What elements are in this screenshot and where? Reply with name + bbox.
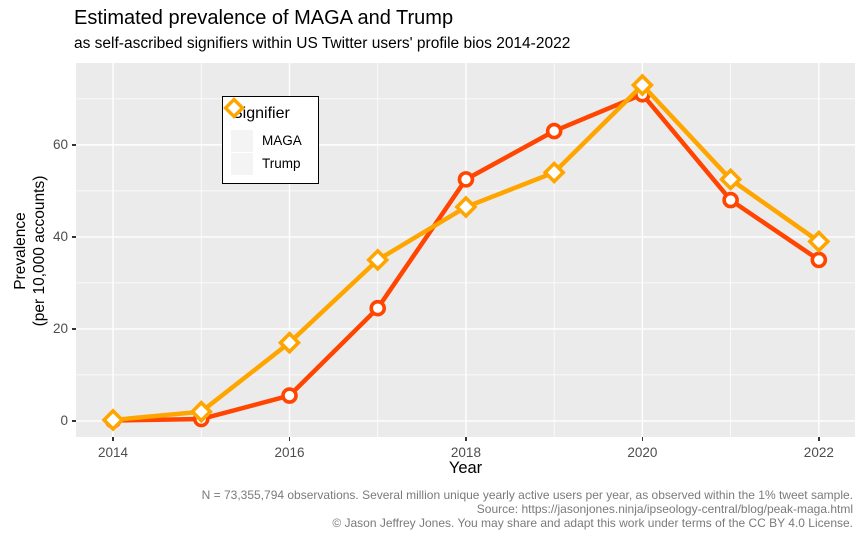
caption-line-observations: N = 73,355,794 observations. Several mil… — [201, 488, 853, 502]
x-tick-label: 2016 — [274, 445, 305, 460]
x-tick-mark — [818, 437, 820, 441]
x-tick-label: 2014 — [98, 445, 129, 460]
legend-title: Signifier — [232, 105, 290, 122]
maga-marker — [810, 251, 828, 269]
y-tick-label: 0 — [60, 412, 68, 428]
plot-area — [76, 63, 855, 437]
x-tick-mark — [112, 437, 114, 441]
maga-marker — [722, 191, 739, 209]
y-tick-label: 40 — [52, 228, 68, 244]
legend-label-trump: Trump — [262, 156, 301, 171]
caption-line-license: © Jason Jeffrey Jones. You may share and… — [332, 515, 853, 530]
trump-marker — [454, 195, 478, 219]
y-tick-mark — [72, 236, 76, 238]
x-tick-label: 2018 — [450, 445, 481, 460]
y-axis-title-line2: (per 10,000 accounts) — [31, 175, 48, 327]
trump-diamond-icon — [223, 97, 253, 175]
maga-marker — [545, 122, 563, 140]
caption: N = 73,355,794 observations. Several mil… — [201, 488, 853, 530]
legend: Signifier MAGA Trump — [222, 96, 319, 184]
legend-label-maga: MAGA — [262, 133, 302, 148]
caption-line-source: Source: https://jasonjones.ninja/ipseolo… — [476, 501, 853, 516]
trump-marker — [807, 229, 831, 254]
x-axis-title: Year — [448, 459, 483, 477]
y-tick-label: 60 — [52, 136, 68, 152]
trump-key-shape — [223, 97, 245, 119]
x-tick-mark — [641, 437, 644, 441]
maga-marker — [457, 171, 475, 188]
x-tick-label: 2020 — [627, 445, 658, 460]
legend-item-maga: MAGA — [226, 100, 310, 152]
maga-circle-icon — [226, 100, 253, 152]
x-tick-mark — [288, 437, 291, 441]
chart-subtitle: as self-ascribed signifiers within US Tw… — [74, 35, 571, 52]
y-tick-mark — [72, 420, 76, 422]
trump-marker — [719, 167, 743, 191]
y-tick-label: 20 — [52, 320, 68, 336]
y-axis-title-line1: Prevalence — [12, 212, 29, 290]
x-tick-mark — [465, 437, 467, 441]
chart-title: Estimated prevalence of MAGA and Trump — [74, 7, 454, 29]
maga-marker — [369, 299, 387, 317]
plot-panel: Signifier MAGA Trump — [76, 63, 855, 437]
legend-item-trump: Trump — [223, 97, 310, 175]
trump-marker — [366, 248, 390, 272]
trump-key-glyph — [223, 97, 245, 119]
trump-marker — [189, 400, 213, 424]
y-tick-mark — [72, 144, 76, 146]
y-tick-mark — [72, 328, 76, 330]
x-tick-label: 2022 — [803, 445, 834, 460]
y-axis-title: Prevalence (per 10,000 accounts) — [11, 71, 51, 431]
trump-marker — [630, 73, 654, 97]
trump-marker — [101, 408, 125, 432]
trump-marker — [277, 331, 302, 355]
trump-marker — [542, 160, 566, 185]
maga-marker — [281, 387, 298, 404]
